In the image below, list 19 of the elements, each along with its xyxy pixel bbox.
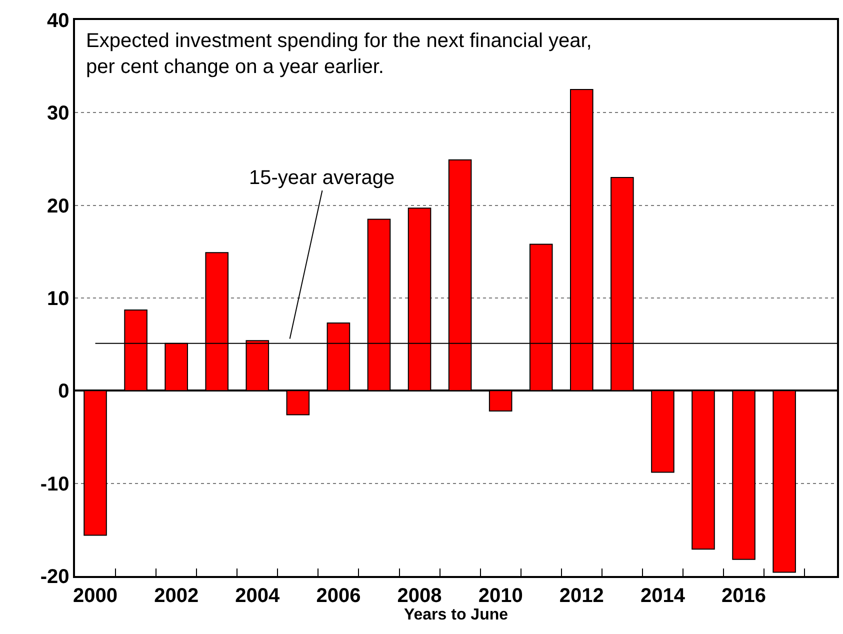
x-tick-label: 2002 — [154, 584, 199, 607]
x-axis-title: Years to June — [404, 606, 508, 624]
annotation: Expected investment spending for the next financial year, per cent change on a year earlier. — [86, 30, 592, 78]
x-tick-label: 2010 — [478, 584, 523, 607]
y-tick-label: -20 — [40, 566, 70, 588]
x-tick-label: 2000 — [73, 584, 118, 607]
y-tick-label: 40 — [47, 10, 70, 32]
ref-line-label: 15-year average — [249, 167, 395, 189]
y-tick-label: 30 — [47, 102, 70, 125]
y-tick-label: 0 — [58, 380, 70, 403]
x-tick-label: 2012 — [559, 584, 604, 607]
x-tick-label: 2016 — [722, 584, 766, 607]
y-tick-label: 10 — [47, 288, 70, 310]
y-tick-label: -10 — [40, 473, 70, 496]
x-tick-label: 2006 — [316, 584, 361, 607]
x-tick-label: 2008 — [397, 584, 442, 607]
x-tick-label: 2004 — [235, 584, 281, 607]
y-tick-label: 20 — [47, 195, 70, 218]
x-tick-label: 2014 — [640, 584, 686, 607]
